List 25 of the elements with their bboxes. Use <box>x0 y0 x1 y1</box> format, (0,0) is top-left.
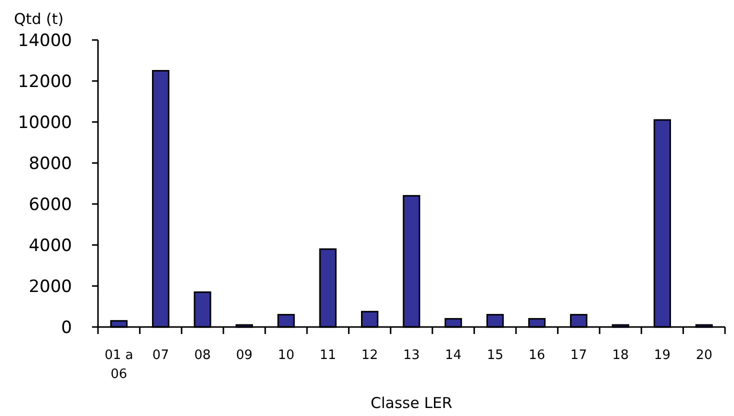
x-tick-label: 07 <box>152 348 169 363</box>
x-tick-label: 15 <box>486 348 504 363</box>
x-tick-label: 14 <box>445 348 462 363</box>
y-tick-label: 6000 <box>28 194 72 215</box>
x-tick-label: 20 <box>696 348 712 363</box>
x-tick-label: 08 <box>194 348 211 363</box>
x-axis-title: Classe LER <box>370 394 452 412</box>
x-tick-label: 18 <box>612 348 629 363</box>
y-tick-label: 0 <box>61 318 72 338</box>
x-tick-label: 13 <box>403 348 420 363</box>
x-tick-label: 09 <box>236 348 253 363</box>
y-tick-label: 12000 <box>18 72 72 92</box>
y-tick-label: 10000 <box>18 112 72 133</box>
x-tick-label: 16 <box>528 348 546 363</box>
x-tick-label: 10 <box>278 348 294 363</box>
y-axis-title: Qtd (t) <box>14 10 64 28</box>
x-tick-label: 01 a 06 <box>104 348 134 382</box>
x-tick-label: 11 <box>320 348 336 363</box>
y-tick-label: 4000 <box>28 236 72 256</box>
x-tick-label: 12 <box>361 348 378 363</box>
y-tick-label: 14000 <box>18 30 72 51</box>
y-tick-label: 2000 <box>28 276 72 297</box>
y-tick-label: 8000 <box>28 154 72 174</box>
x-tick-label: 17 <box>570 348 587 363</box>
x-tick-label: 19 <box>654 348 671 363</box>
